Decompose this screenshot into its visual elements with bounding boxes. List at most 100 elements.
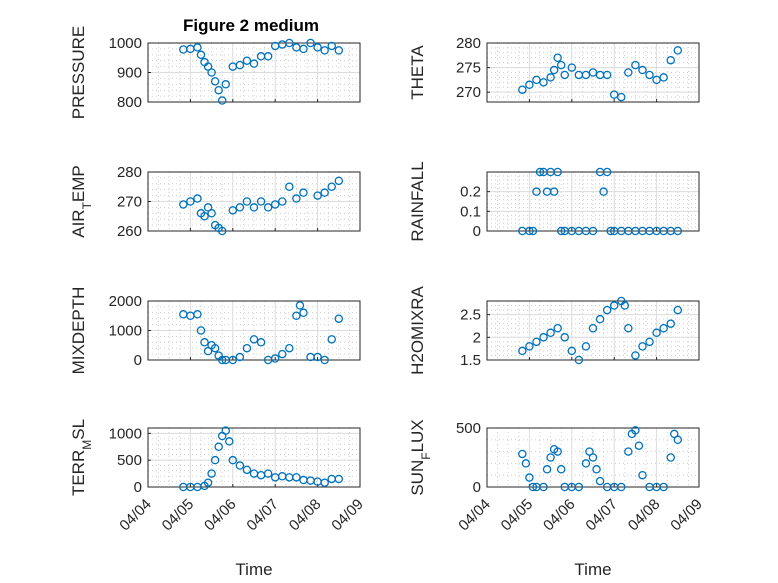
data-point: [217, 355, 227, 365]
x-axis-label: Time: [235, 560, 272, 579]
data-point: [249, 203, 259, 212]
data-point: [532, 187, 541, 196]
data-point: [242, 56, 252, 65]
y-tick-label: 1000: [109, 425, 142, 442]
data-point: [645, 337, 654, 347]
data-point: [210, 455, 220, 465]
data-point: [334, 176, 344, 186]
x-tick-label: 04/05: [498, 496, 537, 535]
data-point: [249, 59, 259, 68]
data-point: [320, 355, 329, 365]
data-point: [278, 197, 287, 206]
data-point: [588, 453, 598, 462]
data-point: [546, 73, 555, 82]
data-point: [549, 187, 559, 196]
data-point: [581, 459, 591, 468]
y-axis-label: AIRTEMP: [69, 165, 94, 238]
grid: [487, 42, 699, 102]
data-point: [263, 52, 273, 61]
y-tick-label: 1000: [109, 35, 142, 52]
data-point: [235, 60, 245, 70]
subplot-sun-flux: 0 500 SUNFLUX 04/04 04/05 04/06 04/07 04/08 04/0…: [408, 419, 706, 579]
data-point: [320, 478, 329, 487]
y-axis-label: PRESSURE: [69, 26, 88, 120]
data-point: [634, 441, 644, 450]
data-point: [179, 200, 188, 209]
y-axis-label: RAINFALL: [408, 161, 427, 241]
data-point: [673, 226, 683, 236]
data-point: [553, 447, 562, 456]
data-point: [581, 342, 591, 351]
x-tick-label: 04/07: [582, 496, 621, 535]
data-point: [285, 182, 294, 191]
y-axis-label: THETA: [408, 45, 427, 100]
data-point: [256, 197, 266, 206]
y-tick-label: 2.5: [460, 307, 481, 324]
data-point: [673, 435, 683, 445]
data-point: [518, 449, 527, 459]
data-point: [574, 355, 584, 365]
data-point: [567, 346, 577, 356]
data-point: [235, 461, 245, 470]
data-point: [549, 65, 559, 75]
data-point: [620, 301, 630, 310]
x-tick-label: 04/05: [159, 496, 198, 535]
data-point: [602, 305, 612, 315]
data-point: [535, 167, 545, 177]
x-tick-label: 04/04: [455, 496, 494, 535]
y-tick-label: 500: [117, 452, 142, 469]
y-tick-label: 0: [134, 479, 142, 496]
data-point: [186, 197, 195, 206]
data-point: [521, 459, 531, 468]
y-tick-label: 800: [117, 94, 142, 111]
data-point: [556, 465, 566, 474]
y-tick-label: 0: [473, 479, 481, 496]
series-markers: [518, 296, 683, 365]
data-point: [292, 194, 301, 203]
data-point: [518, 346, 527, 356]
data-point: [270, 200, 280, 209]
data-point: [673, 46, 683, 55]
y-axis-label: MIXDEPTH: [69, 287, 88, 375]
y-tick-label: 280: [456, 35, 481, 52]
data-point: [588, 323, 598, 333]
data-point: [532, 337, 541, 347]
data-point: [327, 182, 336, 191]
y-tick-label: 270: [456, 84, 481, 101]
data-point: [200, 338, 209, 347]
data-point: [525, 80, 534, 90]
data-point: [638, 65, 647, 75]
x-tick-label: 04/04: [116, 496, 155, 535]
data-point: [292, 473, 301, 482]
data-point: [659, 73, 668, 82]
data-point: [242, 197, 252, 206]
data-point: [556, 60, 566, 70]
data-point: [518, 85, 527, 94]
data-point: [200, 211, 209, 221]
data-point: [666, 453, 675, 462]
data-point: [210, 77, 220, 86]
data-point: [313, 191, 322, 200]
y-tick-label: 0: [473, 223, 481, 240]
data-point: [592, 465, 601, 474]
subplot-air-temp: 260 270 280 AIRTEMP: [69, 164, 361, 240]
data-point: [203, 478, 213, 487]
data-point: [567, 63, 577, 72]
x-axis-label: Time: [574, 560, 611, 579]
data-point: [299, 44, 308, 54]
data-point: [624, 68, 633, 77]
data-point: [542, 465, 552, 474]
data-point: [659, 323, 668, 333]
subplot-mixdepth: 0 1000 2000 MIXDEPTH: [69, 287, 361, 375]
x-tick-label: 04/08: [625, 496, 664, 535]
y-tick-label: 275: [456, 60, 481, 77]
axes-frame: [486, 42, 700, 103]
data-point: [313, 352, 322, 362]
data-point: [228, 355, 238, 365]
data-point: [546, 328, 555, 338]
data-point: [539, 482, 548, 492]
y-tick-label: 1000: [109, 323, 142, 340]
data-point: [334, 314, 344, 323]
